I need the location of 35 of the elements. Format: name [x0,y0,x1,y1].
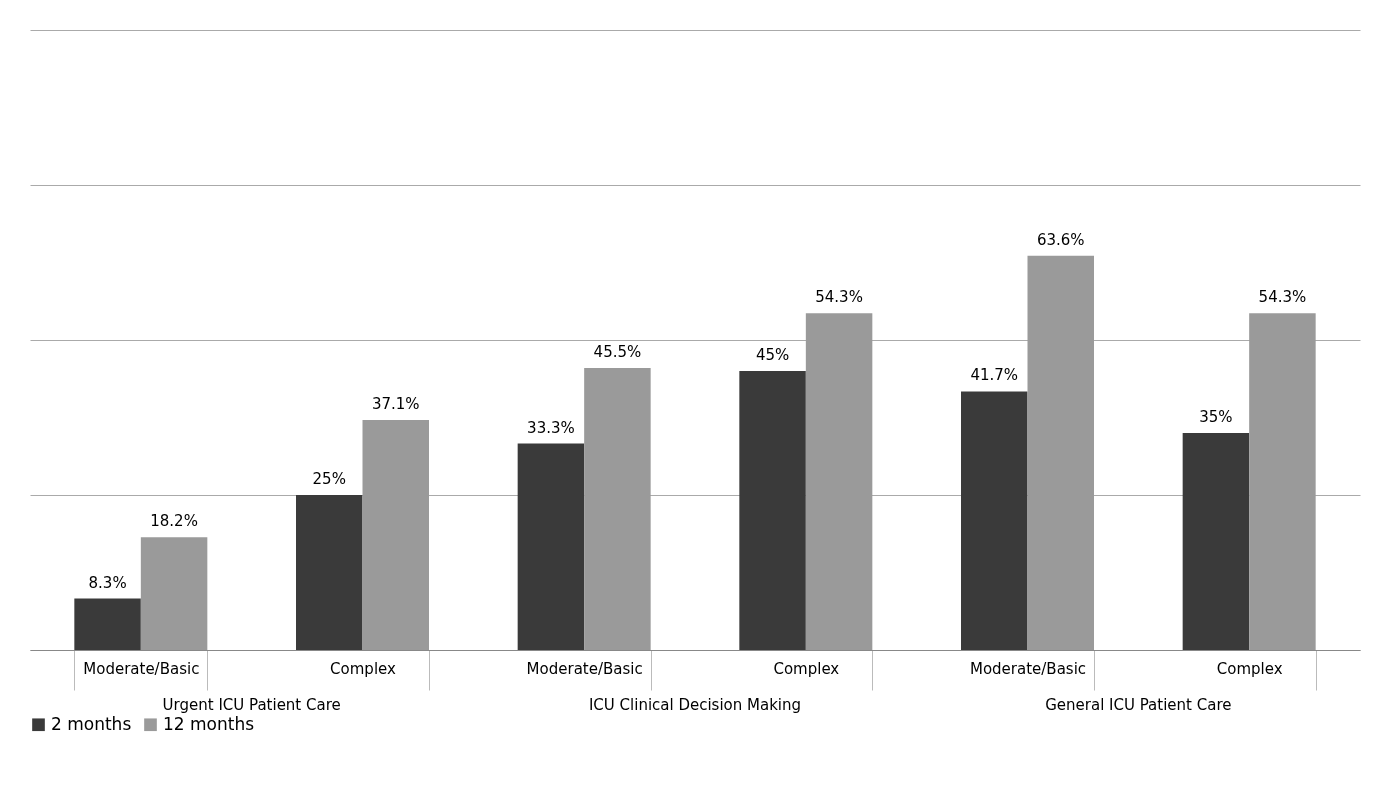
legend-label: 2 months [51,713,132,734]
bar [584,367,651,650]
bar [1249,313,1316,650]
data-label: 45% [755,346,790,364]
data-label: 45.5% [593,342,642,361]
bar [296,495,363,650]
data-label: 54.3% [1258,288,1307,307]
data-label: 41.7% [970,366,1019,385]
x-tick-label: Moderate/Basic [83,659,200,678]
bar [517,443,585,650]
data-label: 33.3% [527,418,575,437]
x-tick-label: Moderate/Basic [526,659,643,678]
data-label: 37.1% [371,394,420,413]
bar [1027,255,1094,650]
data-label: 35% [1199,408,1233,426]
legend-label: 12 months [163,713,255,734]
data-label: 54.3% [815,288,863,307]
text: ICU Clinical Decision Making [588,696,802,714]
bar [739,371,806,650]
bar [961,391,1028,650]
x-tick-label: Complex [1216,659,1283,678]
bar [362,419,429,650]
text: Urgent ICU Patient Care [162,696,341,714]
bar [805,313,873,650]
text: General ICU Patient Care [1045,696,1232,714]
x-tick-label: Complex [330,659,397,678]
bar [1182,433,1250,650]
x-tick-label: Complex [773,659,840,678]
bar [140,537,208,650]
x-tick-label: Moderate/Basic [969,659,1087,678]
data-label: 18.2% [150,512,198,531]
data-label: 25% [312,470,346,488]
data-label: 8.3% [88,573,127,592]
bar [74,598,141,650]
data-label: 63.6% [1036,230,1085,249]
